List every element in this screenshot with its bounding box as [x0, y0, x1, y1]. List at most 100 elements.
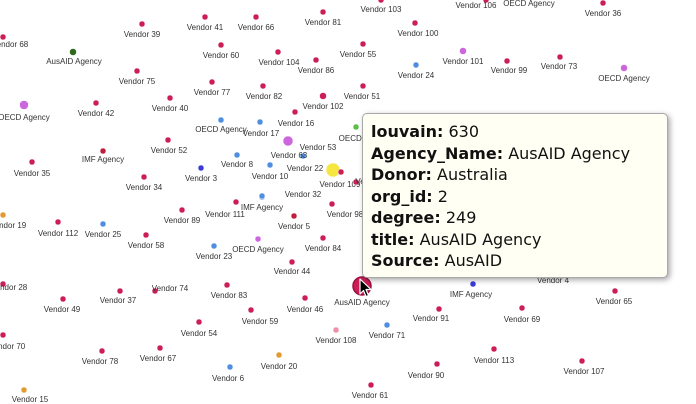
node-circle[interactable] [259, 82, 267, 90]
graph-node[interactable]: Vendor 40 [152, 94, 189, 113]
node-circle[interactable] [620, 64, 628, 72]
graph-node[interactable]: Vendor 24 [398, 61, 435, 80]
node-circle[interactable] [352, 178, 360, 186]
node-circle[interactable] [0, 331, 7, 339]
node-circle[interactable] [266, 161, 274, 169]
graph-node[interactable]: Vendor 15 [12, 386, 49, 404]
graph-node[interactable]: Vendor 55 [340, 40, 377, 59]
node-circle[interactable] [503, 57, 511, 65]
graph-node[interactable]: Vendor 17 [243, 118, 280, 138]
node-circle[interactable] [140, 173, 148, 181]
graph-node[interactable]: Vendor 60 [203, 41, 240, 60]
graph-node[interactable]: Vendor 8 [221, 151, 254, 169]
node-circle[interactable] [252, 13, 260, 21]
node-circle[interactable] [337, 168, 345, 176]
graph-node[interactable]: Vendor 65 [596, 287, 633, 306]
node-circle[interactable] [98, 347, 106, 355]
node-circle[interactable] [208, 78, 216, 86]
node-circle[interactable] [232, 198, 240, 206]
node-circle[interactable] [352, 123, 360, 131]
node-circle[interactable] [28, 158, 36, 166]
node-circle[interactable] [482, 0, 490, 4]
graph-node[interactable]: OECD Agency [503, 0, 559, 8]
node-circle[interactable] [156, 344, 164, 352]
graph-node[interactable]: Vendor 44 [274, 258, 311, 276]
graph-node[interactable]: Vendor 113 [474, 345, 515, 365]
graph-node[interactable]: Vendor 74 [151, 284, 189, 295]
graph-node[interactable]: Vendor 51 [344, 82, 381, 101]
graph-node[interactable]: Vendor 90 [408, 360, 445, 380]
graph-node[interactable]: Vendor 112 [38, 218, 79, 238]
node-circle[interactable] [116, 287, 124, 295]
graph-node[interactable]: Vendor 107 [564, 357, 605, 376]
graph-node[interactable]: Vendor 75 [119, 67, 156, 86]
node-circle[interactable] [469, 280, 477, 288]
node-circle[interactable] [282, 135, 294, 147]
graph-node[interactable]: Vendor 59 [242, 306, 279, 326]
graph-node[interactable]: IMF Agency [241, 192, 283, 212]
graph-node[interactable]: Vendor 49 [44, 295, 81, 314]
node-circle[interactable] [164, 136, 172, 144]
node-circle[interactable] [411, 19, 419, 27]
graph-node[interactable]: Vendor 16 [278, 108, 315, 128]
graph-node[interactable]: IMF Agency [82, 147, 124, 164]
graph-node[interactable]: Vendor 106 [456, 0, 497, 10]
node-circle[interactable] [0, 280, 7, 288]
graph-node[interactable]: Vendor 103 [361, 0, 402, 14]
graph-node[interactable]: Vendor 20 [261, 351, 298, 371]
node-circle[interactable] [258, 192, 266, 200]
node-circle[interactable] [195, 318, 203, 326]
node-circle[interactable] [332, 326, 340, 334]
graph-node[interactable]: Vendor 101 [443, 47, 484, 67]
graph-node[interactable]: Vendor 19 [0, 211, 27, 230]
node-circle[interactable] [435, 305, 443, 313]
graph-node[interactable]: OECD Ag [339, 123, 374, 143]
graph-node[interactable]: OECD Agency [0, 100, 50, 123]
graph-node[interactable]: Vendor 25 [85, 220, 122, 239]
node-circle[interactable] [359, 40, 367, 48]
node-circle[interactable] [377, 0, 385, 4]
node-circle[interactable] [69, 48, 77, 56]
graph-node[interactable]: AusAID Agency [46, 48, 102, 67]
graph-node[interactable]: Vendor 82 [246, 82, 283, 101]
node-circle[interactable] [518, 304, 526, 312]
graph-node[interactable]: Vendor 109 [320, 168, 361, 189]
node-circle[interactable] [599, 0, 607, 7]
node-circle[interactable] [328, 200, 336, 208]
node-circle[interactable] [359, 82, 367, 90]
graph-node[interactable]: Vendor 108 [316, 326, 357, 345]
graph-node[interactable]: Vendor 42 [78, 99, 115, 118]
graph-node[interactable]: Vendor 111 [205, 198, 245, 219]
node-circle[interactable] [275, 351, 283, 359]
graph-node[interactable]: Vendor 58 [128, 231, 165, 250]
node-circle[interactable] [20, 386, 28, 394]
node-circle[interactable] [383, 321, 391, 329]
node-circle[interactable] [274, 48, 282, 56]
graph-node[interactable]: Vendor 81 [305, 8, 342, 27]
graph-node[interactable]: OECD Agency [232, 235, 284, 254]
node-circle[interactable] [247, 306, 255, 314]
graph-node[interactable]: Vendor 23 [196, 242, 233, 261]
node-circle[interactable] [166, 94, 174, 102]
node-circle[interactable] [197, 164, 205, 172]
graph-node[interactable]: Vendor 36 [585, 0, 622, 18]
node-circle[interactable] [19, 100, 29, 110]
node-circle[interactable] [412, 61, 420, 69]
graph-node[interactable]: Vendor 53 [282, 135, 337, 152]
graph-node[interactable]: Vendor 83 [211, 281, 248, 300]
graph-node[interactable]: Vendor 84 [305, 234, 342, 253]
node-circle[interactable] [0, 33, 7, 41]
node-circle[interactable] [611, 287, 619, 295]
node-circle[interactable] [178, 206, 186, 214]
node-circle[interactable] [233, 151, 241, 159]
node-circle[interactable] [301, 294, 309, 302]
graph-node[interactable]: Vendor 35 [14, 158, 51, 178]
graph-node[interactable]: OECD Agency [598, 64, 650, 84]
graph-node[interactable]: Vendor 91 [413, 305, 450, 323]
node-circle[interactable] [325, 162, 341, 178]
graph-node[interactable]: Vendor 71 [369, 321, 406, 340]
graph-node[interactable]: Vendor 104 [259, 48, 300, 67]
graph-node[interactable]: Vendor 46 [287, 294, 324, 314]
